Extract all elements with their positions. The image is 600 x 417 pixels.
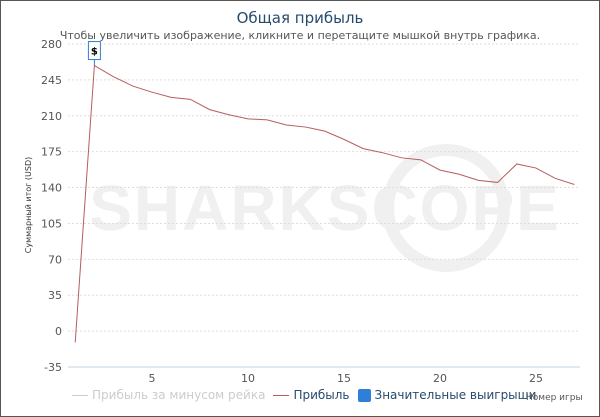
legend-line-icon [72,394,88,396]
y-tick-label: 280 [41,38,62,51]
y-tick-label: 210 [41,110,62,123]
y-tick-label: 245 [41,74,62,87]
legend-label: Прибыль [293,388,350,402]
series-line-profit[interactable] [74,64,575,343]
big-win-flag-label: $ [91,47,98,58]
legend-item-profit[interactable]: Прибыль [273,388,350,402]
x-tick-label: 15 [337,372,351,385]
legend-item-profit-net-rake[interactable]: Прибыль за минусом рейка [72,388,265,402]
legend-item-big-wins[interactable]: Значительные выигрыши [357,388,537,402]
watermark-scope-icon [382,144,510,272]
y-tick-label: 140 [41,182,62,195]
legend-label: Прибыль за минусом рейка [92,388,266,402]
chart-subtitle: Чтобы увеличить изображение, кликните и … [59,29,541,42]
y-axis-label: Суммарный итог (USD) [24,157,33,254]
y-tick-label: 35 [48,289,62,302]
y-tick-label: -35 [44,361,62,374]
y-tick-label: 70 [48,253,62,266]
x-axis-label: Номер игры [526,393,583,403]
x-tick-label: 20 [433,372,447,385]
x-tick-label: 10 [241,372,255,385]
big-win-flag [87,41,101,61]
y-tick-label: 105 [41,217,62,230]
legend: Прибыль за минусом рейка Прибыль Значите… [72,388,544,402]
x-tick-label: 25 [529,372,543,385]
chart-title: Общая прибыль [236,9,364,27]
legend-box-icon [357,388,371,402]
legend-label: Значительные выигрыши [374,388,537,402]
x-tick-label: 5 [149,372,156,385]
y-tick-label: 175 [41,146,62,159]
legend-line-icon [273,394,290,396]
watermark: SHARKSCOPE [89,172,561,244]
y-tick-label: 0 [55,325,62,338]
